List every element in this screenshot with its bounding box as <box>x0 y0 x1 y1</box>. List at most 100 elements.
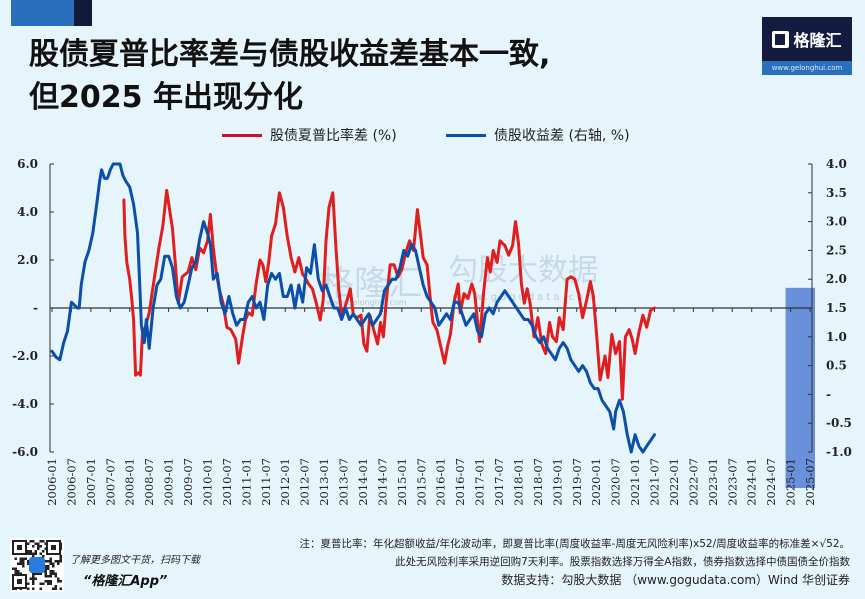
right-axis-tick-label: - <box>826 387 831 401</box>
right-axis-tick-label: 4.0 <box>826 157 847 171</box>
qr-module <box>32 582 35 585</box>
x-tick-label: 2006-01 <box>45 458 59 506</box>
x-tick-label: 2016-07 <box>453 458 467 506</box>
x-tick-label: 2022-01 <box>667 458 681 506</box>
legend-label-red: 股债夏普比率差 (%) <box>270 128 397 144</box>
qr-module <box>49 557 52 560</box>
qr-module <box>54 560 57 563</box>
x-tick-label: 2024-07 <box>764 458 778 506</box>
qr-module <box>47 567 50 570</box>
qr-module <box>22 560 25 563</box>
qr-module <box>34 572 37 575</box>
left-axis-tick-label: 4.0 <box>17 205 38 219</box>
title-line-1: 股债夏普比率差与债股收益差基本一致, <box>29 37 551 72</box>
qr-module <box>24 557 27 560</box>
qr-module <box>49 570 52 573</box>
qr-module <box>14 570 17 573</box>
qr-module <box>27 582 30 585</box>
qr-code-graphic <box>12 540 62 590</box>
qr-module <box>59 560 62 563</box>
left-axis-tick-label: - <box>33 301 38 315</box>
left-axis-tick-label: 2.0 <box>17 253 38 267</box>
qr-finder <box>12 574 27 589</box>
x-tick-label: 2015-07 <box>414 458 428 506</box>
x-tick-label: 2020-07 <box>609 458 623 506</box>
qr-module <box>37 572 40 575</box>
qr-module <box>19 572 22 575</box>
x-tick-label: 2019-01 <box>550 458 564 506</box>
x-tick-label: 2007-07 <box>103 458 117 506</box>
left-axis-tick-label: -6.0 <box>12 445 38 459</box>
qr-module <box>27 552 30 555</box>
qr-finder <box>12 540 27 555</box>
series-layer <box>50 162 656 454</box>
qr-module <box>49 562 52 565</box>
x-tick-label: 2018-01 <box>511 458 525 506</box>
qr-finder-center <box>51 545 56 550</box>
qr-module <box>49 575 52 578</box>
qr-module <box>57 560 60 563</box>
x-tick-label: 2017-07 <box>492 458 506 506</box>
qr-module <box>54 587 57 590</box>
x-tick-label: 2006-07 <box>64 458 78 506</box>
qr-module <box>32 580 35 583</box>
qr-module <box>47 582 50 585</box>
qr-module <box>32 545 35 548</box>
qr-module <box>39 582 42 585</box>
qr-module <box>14 567 17 570</box>
qr-module <box>39 572 42 575</box>
left-axis-tick-label: -4.0 <box>12 397 38 411</box>
qr-module <box>44 565 47 568</box>
x-tick-label: 2007-01 <box>84 458 98 506</box>
qr-module <box>32 577 35 580</box>
qr-module <box>44 560 47 563</box>
qr-module <box>52 570 55 573</box>
qr-module <box>32 587 35 590</box>
watermark-right: 勾股大数据 <box>448 253 598 288</box>
right-axis-tick-label: -0.5 <box>826 416 852 430</box>
x-tick-label: 2015-01 <box>395 458 409 506</box>
qr-module <box>14 572 17 575</box>
qr-module <box>42 550 45 553</box>
qr-module <box>29 550 32 553</box>
qr-logo-icon <box>29 557 45 573</box>
legend-item-blue: 债股收益差 (右轴, %) <box>446 125 630 145</box>
qr-module <box>49 572 52 575</box>
right-axis-tick-label: 1.5 <box>826 301 847 315</box>
x-tick-label: 2009-07 <box>181 458 195 506</box>
highlight-layer <box>785 287 815 488</box>
logo-main: 格隆汇 <box>762 17 852 61</box>
qr-module <box>42 540 45 543</box>
qr-module <box>52 587 55 590</box>
right-axis-tick-label: -1.0 <box>826 445 852 459</box>
highlight-2025 <box>785 287 815 488</box>
qr-module <box>44 575 47 578</box>
qr-module <box>44 570 47 573</box>
x-tick-label: 2016-01 <box>434 458 448 506</box>
qr-app-name: “格隆汇App” <box>83 574 168 589</box>
qr-module <box>39 540 42 543</box>
x-tick-label: 2014-07 <box>375 458 389 506</box>
qr-code[interactable] <box>10 538 64 592</box>
qr-module <box>32 540 35 543</box>
qr-module <box>14 557 17 560</box>
gelonghui-logo: 格隆汇 www.gelonghui.com <box>762 17 852 75</box>
series-line-sharpe-diff <box>122 188 656 401</box>
top-accent-bar-dark <box>74 0 92 26</box>
x-tick-label: 2017-01 <box>473 458 487 506</box>
qr-module <box>47 565 50 568</box>
qr-caption: 了解更多图文干货，扫码下载 <box>70 555 200 566</box>
qr-module <box>52 572 55 575</box>
qr-module <box>37 542 40 545</box>
qr-module <box>49 580 52 583</box>
x-tick-label: 2011-01 <box>239 458 253 506</box>
qr-module <box>54 572 57 575</box>
qr-module <box>44 542 47 545</box>
qr-module <box>27 562 30 565</box>
x-tick-label: 2021-01 <box>628 458 642 506</box>
qr-module <box>22 557 25 560</box>
left-axis-tick-label: 6.0 <box>17 157 38 171</box>
qr-module <box>54 585 57 588</box>
qr-module <box>19 560 22 563</box>
qr-module <box>32 555 35 558</box>
